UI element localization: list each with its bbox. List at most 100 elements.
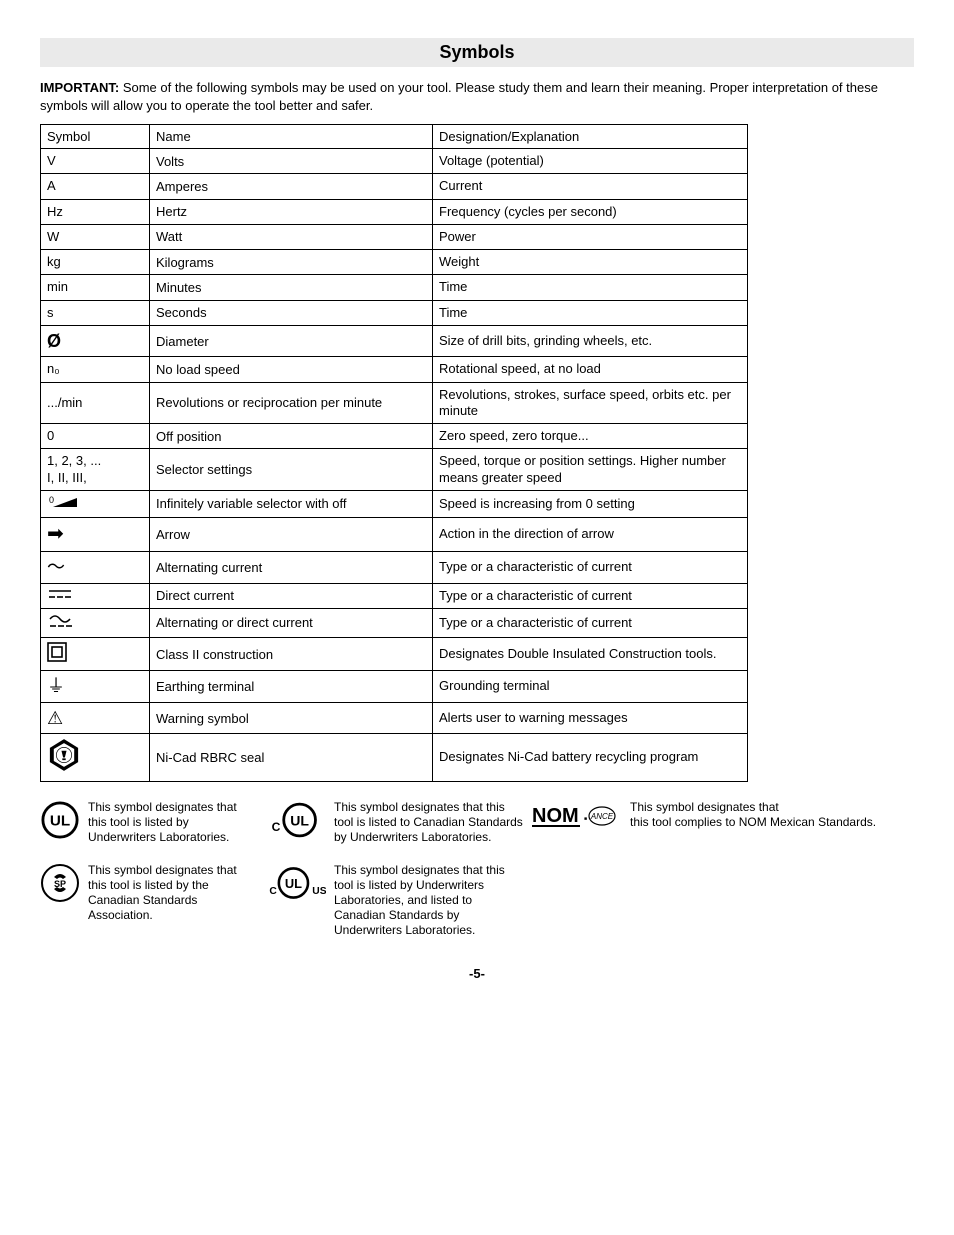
symbol-cell	[41, 734, 150, 781]
svg-text:0: 0	[49, 495, 54, 505]
symbol-cell: W	[41, 224, 150, 249]
name-cell: Minutes	[150, 275, 433, 300]
th-symbol: Symbol	[41, 125, 150, 149]
table-row: ⚠Warning symbolAlerts user to warning me…	[41, 702, 748, 734]
th-desc: Designation/Explanation	[433, 125, 748, 149]
symbol-cell: ➡	[41, 518, 150, 552]
name-cell: Volts	[150, 149, 433, 174]
symbol-cell: ⏚	[41, 671, 150, 703]
symbol-cell: Hz	[41, 199, 150, 224]
svg-text:UL: UL	[285, 876, 302, 891]
intro-paragraph: IMPORTANT: Some of the following symbols…	[40, 79, 914, 114]
name-cell: Kilograms	[150, 250, 433, 275]
svg-text:ANCE: ANCE	[590, 812, 614, 821]
table-row: kgKilogramsWeight	[41, 250, 748, 275]
svg-text:US: US	[312, 886, 326, 897]
svg-text:UL: UL	[290, 812, 309, 828]
name-cell: Alternating or direct current	[150, 608, 433, 637]
symbols-table: Symbol Name Designation/Explanation VVol…	[40, 124, 748, 782]
name-cell: Direct current	[150, 583, 433, 608]
table-row: VVoltsVoltage (potential)	[41, 149, 748, 174]
symbol-cell: kg	[41, 250, 150, 275]
table-row: AAmperesCurrent	[41, 174, 748, 199]
desc-cell: Designates Ni-Cad battery recycling prog…	[433, 734, 748, 781]
culus-icon: C UL US	[266, 863, 326, 903]
desc-cell: Voltage (potential)	[433, 149, 748, 174]
ul-icon: UL	[40, 800, 80, 840]
table-row: 〜Alternating currentType or a characteri…	[41, 552, 748, 584]
desc-cell: Speed is increasing from 0 setting	[433, 490, 748, 517]
desc-cell: Zero speed, zero torque...	[433, 424, 748, 449]
symbol-cell	[41, 583, 150, 608]
symbol-cell: .../min	[41, 382, 150, 424]
desc-cell: Time	[433, 300, 748, 325]
intro-text: Some of the following symbols may be use…	[40, 80, 878, 113]
ul-text: This symbol designates that this tool is…	[88, 800, 258, 845]
name-cell: Arrow	[150, 518, 433, 552]
intro-strong: IMPORTANT:	[40, 80, 119, 95]
symbol-cell: s	[41, 300, 150, 325]
symbol-cell: 〜	[41, 552, 150, 584]
table-row: HzHertzFrequency (cycles per second)	[41, 199, 748, 224]
desc-cell: Size of drill bits, grinding wheels, etc…	[433, 325, 748, 357]
name-cell: Seconds	[150, 300, 433, 325]
desc-cell: Rotational speed, at no load	[433, 357, 748, 382]
table-row: sSecondsTime	[41, 300, 748, 325]
name-cell: Alternating current	[150, 552, 433, 584]
name-cell: Earthing terminal	[150, 671, 433, 703]
table-row: .../minRevolutions or reciprocation per …	[41, 382, 748, 424]
symbol-cell	[41, 608, 150, 637]
name-cell: No load speed	[150, 357, 433, 382]
desc-cell: Type or a characteristic of current	[433, 552, 748, 584]
nom-text: This symbol designates that this tool co…	[630, 800, 914, 830]
desc-cell: Type or a characteristic of current	[433, 608, 748, 637]
svg-text:C: C	[269, 886, 277, 897]
culus-text: This symbol designates that this tool is…	[334, 863, 524, 938]
name-cell: Revolutions or reciprocation per minute	[150, 382, 433, 424]
desc-cell: Speed, torque or position settings. High…	[433, 449, 748, 491]
desc-cell: Power	[433, 224, 748, 249]
desc-cell: Time	[433, 275, 748, 300]
table-row: Direct currentType or a characteristic o…	[41, 583, 748, 608]
table-row: ØDiameterSize of drill bits, grinding wh…	[41, 325, 748, 357]
symbol-cell: 0	[41, 424, 150, 449]
table-row: Ni-Cad RBRC sealDesignates Ni-Cad batter…	[41, 734, 748, 781]
table-row: n₀No load speedRotational speed, at no l…	[41, 357, 748, 382]
desc-cell: Type or a characteristic of current	[433, 583, 748, 608]
svg-text:NOM: NOM	[532, 805, 579, 827]
table-row: WWattPower	[41, 224, 748, 249]
csa-text: This symbol designates that this tool is…	[88, 863, 258, 923]
symbol-cell: 0	[41, 490, 150, 517]
table-row: 1, 2, 3, ...I, II, III,Selector settings…	[41, 449, 748, 491]
desc-cell: Frequency (cycles per second)	[433, 199, 748, 224]
table-row: 0 Infinitely variable selector with offSp…	[41, 490, 748, 517]
symbol-cell: V	[41, 149, 150, 174]
nom-icon: NOM■ANCE	[532, 800, 618, 832]
desc-cell: Alerts user to warning messages	[433, 702, 748, 734]
name-cell: Off position	[150, 424, 433, 449]
symbol-cell: n₀	[41, 357, 150, 382]
svg-text:UL: UL	[50, 812, 70, 829]
symbol-cell: ⚠	[41, 702, 150, 734]
desc-cell: Grounding terminal	[433, 671, 748, 703]
desc-cell: Current	[433, 174, 748, 199]
desc-cell: Designates Double Insulated Construction…	[433, 638, 748, 671]
name-cell: Infinitely variable selector with off	[150, 490, 433, 517]
symbol-cell: min	[41, 275, 150, 300]
symbol-cell	[41, 638, 150, 671]
table-row: ➡ArrowAction in the direction of arrow	[41, 518, 748, 552]
table-row: ⏚Earthing terminalGrounding terminal	[41, 671, 748, 703]
th-name: Name	[150, 125, 433, 149]
table-row: minMinutesTime	[41, 275, 748, 300]
desc-cell: Revolutions, strokes, surface speed, orb…	[433, 382, 748, 424]
table-row: Alternating or direct currentType or a c…	[41, 608, 748, 637]
name-cell: Watt	[150, 224, 433, 249]
name-cell: Hertz	[150, 199, 433, 224]
svg-text:SP: SP	[54, 879, 66, 889]
symbol-cell: Ø	[41, 325, 150, 357]
svg-text:C: C	[272, 820, 281, 834]
symbol-cell: A	[41, 174, 150, 199]
name-cell: Ni-Cad RBRC seal	[150, 734, 433, 781]
page-title: Symbols	[40, 38, 914, 67]
desc-cell: Weight	[433, 250, 748, 275]
